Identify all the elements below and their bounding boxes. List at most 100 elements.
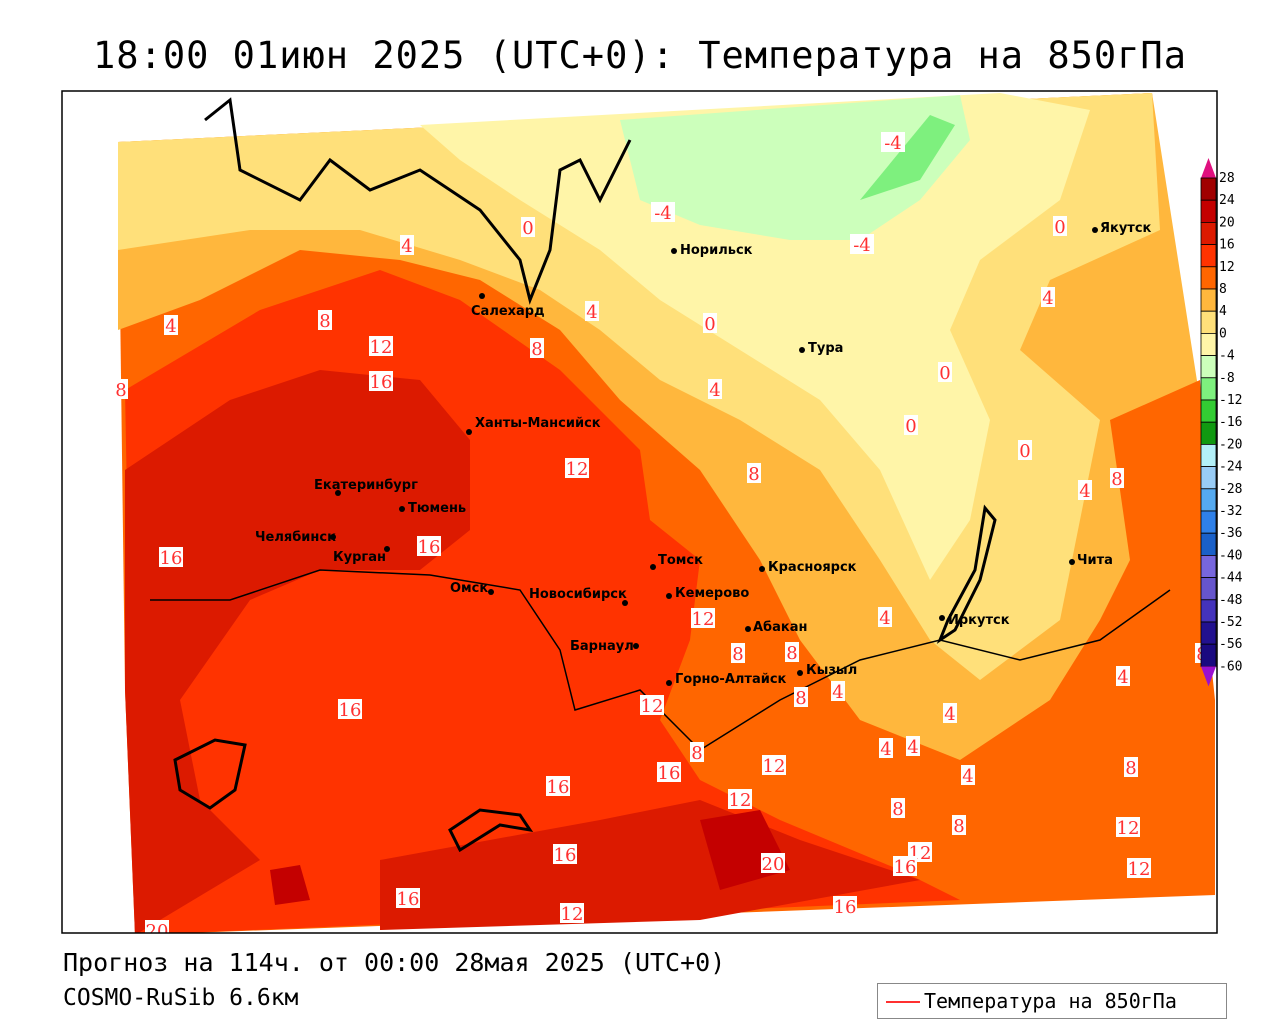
contour-label: 16	[657, 762, 681, 784]
colorbar-swatch	[1200, 466, 1217, 490]
svg-text:20: 20	[146, 921, 169, 942]
colorbar-tick-label: -4	[1219, 349, 1235, 364]
city-dot	[633, 643, 639, 649]
svg-text:16: 16	[397, 889, 420, 910]
contour-label: 8	[530, 338, 544, 360]
city-dot	[1092, 227, 1098, 233]
contour-label: 0	[703, 313, 717, 335]
contour-label: 0	[1053, 216, 1067, 238]
city-label: Иркутск	[948, 613, 1010, 628]
svg-text:-4: -4	[853, 235, 871, 256]
svg-text:-4: -4	[884, 133, 902, 154]
colorbar-swatch	[1200, 421, 1217, 445]
svg-text:8: 8	[691, 743, 702, 764]
colorbar-swatch	[1200, 555, 1217, 579]
svg-text:12: 12	[1117, 818, 1140, 839]
contour-label: 0	[521, 217, 535, 239]
contour-label: 4	[831, 681, 845, 703]
contour-label: -4	[651, 202, 675, 224]
contour-label: 12	[691, 608, 715, 630]
colorbar-tick-label: 12	[1219, 260, 1235, 275]
city: Новосибирск	[529, 587, 628, 606]
city-label: Абакан	[753, 620, 808, 635]
city-label: Красноярск	[768, 560, 857, 575]
zone-neg8-neg4	[620, 95, 970, 240]
colorbar-swatch	[1200, 488, 1217, 512]
contour-label: 8	[1110, 468, 1124, 490]
svg-text:8: 8	[1111, 469, 1122, 490]
colorbar-tick-label: -40	[1219, 548, 1242, 563]
city-label: Курган	[333, 550, 386, 565]
city-label: Томск	[658, 553, 703, 568]
city-dot	[759, 566, 765, 572]
city-label: Горно-Алтайск	[675, 672, 787, 687]
city: Ханты-Мансийск	[466, 416, 601, 435]
city-dot	[650, 564, 656, 570]
svg-text:8: 8	[953, 816, 964, 837]
city: Салехард	[471, 293, 545, 319]
contour-label: 8	[690, 742, 704, 764]
svg-text:12: 12	[370, 337, 393, 358]
contour-label: 8	[891, 798, 905, 820]
svg-text:16: 16	[418, 537, 441, 558]
contour-labels: -4-404-404484081216840001288416161248884…	[114, 132, 1209, 942]
colorbar-swatch	[1200, 310, 1217, 334]
city: Тюмень	[399, 501, 466, 516]
city-label: Барнаул	[570, 639, 634, 654]
contour-label: 16	[338, 699, 362, 721]
contour-label: 4	[708, 379, 722, 401]
svg-text:4: 4	[832, 682, 843, 703]
contour-label: 4	[961, 765, 975, 787]
svg-text:16: 16	[658, 763, 681, 784]
contour-label: 20	[761, 853, 785, 875]
svg-text:8: 8	[1125, 758, 1136, 779]
svg-text:4: 4	[1079, 481, 1090, 502]
border-mongolia	[699, 589, 1171, 751]
svg-text:12: 12	[561, 904, 584, 925]
svg-text:4: 4	[962, 766, 973, 787]
city: Томск	[650, 553, 703, 570]
svg-text:4: 4	[1117, 667, 1128, 688]
colorbar-swatch	[1200, 643, 1217, 667]
city-dot	[666, 680, 672, 686]
city-markers: Норильск Якутск Салехард Тура Ханты-Мансийск…	[255, 221, 1152, 687]
contour-label: 12	[728, 789, 752, 811]
svg-text:4: 4	[1042, 288, 1053, 309]
city-label: Омск	[450, 581, 488, 596]
contour-label: 8	[952, 815, 966, 837]
city: Норильск	[671, 243, 753, 258]
city-label: Чита	[1077, 553, 1113, 568]
svg-text:8: 8	[795, 688, 806, 709]
contour-label: 8	[114, 379, 128, 401]
zone-16-20-west	[125, 370, 470, 933]
svg-text:-4: -4	[654, 203, 672, 224]
contour-label: 4	[878, 607, 892, 629]
contour-label: 12	[762, 755, 786, 777]
colorbar-swatch	[1200, 244, 1217, 268]
city: Чита	[1069, 553, 1113, 568]
svg-text:4: 4	[880, 739, 891, 760]
svg-text:4: 4	[165, 316, 176, 337]
colorbar-swatch	[1200, 332, 1217, 356]
colorbar-swatch	[1200, 377, 1217, 401]
zone-8-12-east	[1110, 380, 1215, 640]
svg-text:12: 12	[566, 459, 589, 480]
colorbar: 28 24 20 16 12 8 4 0 -4 -8 -12 -16 -20 -24 -28 -32 -36 -4…	[1200, 158, 1243, 687]
contour-label: 12	[369, 336, 393, 358]
contour-label: 8	[785, 642, 799, 664]
zone-20-24-b	[270, 865, 310, 905]
svg-text:12: 12	[692, 609, 715, 630]
city-dot	[399, 506, 405, 512]
contour-label: -4	[881, 132, 905, 154]
colorbar-swatch	[1200, 621, 1217, 645]
city-label: Ханты-Мансийск	[475, 416, 601, 431]
colorbar-top-arrow	[1201, 158, 1216, 178]
city: Екатеринбург	[314, 478, 418, 496]
colorbar-swatch	[1200, 599, 1217, 623]
contour-label: 4	[585, 301, 599, 323]
colorbar-swatch	[1200, 399, 1217, 423]
city: Челябинск	[255, 530, 336, 545]
city: Тура	[799, 341, 843, 356]
colorbar-tick-label: -36	[1219, 526, 1242, 541]
